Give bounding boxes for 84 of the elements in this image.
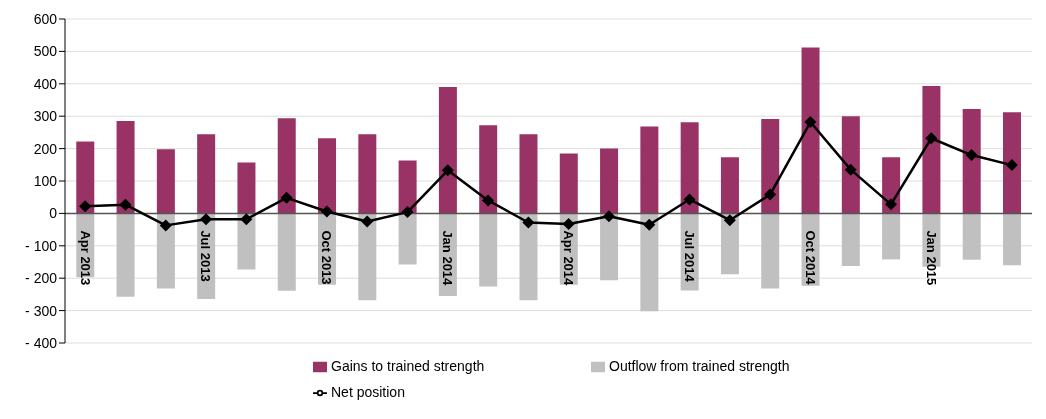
bar	[962, 109, 981, 214]
x-tick-label: Apr 2014	[561, 230, 577, 287]
legend-label: Gains to trained strength	[331, 357, 486, 376]
bar	[841, 116, 860, 214]
x-tick-label: Jan 2015	[923, 230, 939, 286]
y-tick-label: 300	[33, 108, 58, 125]
bar	[237, 162, 256, 214]
bar	[519, 134, 538, 214]
point	[925, 132, 938, 145]
bar	[640, 213, 659, 312]
x-tick-label: Oct 2014	[802, 230, 818, 286]
point	[1005, 159, 1018, 172]
legend-label: Outflow from trained strength	[609, 357, 791, 376]
bar	[277, 213, 296, 291]
point	[119, 198, 132, 211]
y-tick-label: - 200	[25, 270, 58, 287]
x-tick-label: Oct 2013	[319, 230, 335, 285]
bar	[438, 87, 457, 214]
bar	[479, 125, 498, 214]
y-tick-label: - 100	[25, 237, 58, 254]
point	[482, 194, 495, 207]
y-tick-label: 100	[33, 172, 58, 189]
y-tick-label: 200	[33, 140, 58, 157]
bar	[559, 153, 578, 214]
bar	[600, 213, 619, 281]
point	[602, 210, 615, 223]
point	[965, 149, 978, 162]
point	[280, 191, 293, 204]
point	[441, 164, 454, 177]
bar	[761, 119, 780, 214]
point	[884, 198, 897, 211]
x-tick-label: Jan 2014	[440, 230, 456, 287]
bar	[720, 213, 739, 275]
bar	[398, 160, 417, 214]
bar	[761, 213, 780, 289]
y-tick-label: 400	[33, 75, 58, 92]
bar	[640, 126, 659, 214]
bar	[237, 213, 256, 270]
bar	[358, 213, 377, 301]
bar	[318, 138, 337, 214]
point	[643, 218, 656, 231]
y-tick-label: 600	[33, 10, 58, 27]
bar	[882, 213, 901, 260]
bar	[277, 118, 296, 214]
point	[79, 200, 92, 213]
bar	[358, 134, 377, 214]
point	[804, 116, 817, 129]
point	[240, 213, 253, 226]
bar	[156, 149, 175, 214]
y-tick-label: 0	[49, 205, 58, 222]
y-tick-label: - 300	[25, 302, 58, 319]
bar	[197, 134, 216, 214]
y-tick-label: - 400	[25, 334, 58, 351]
bar	[1002, 112, 1021, 214]
bar	[922, 86, 941, 214]
bar	[116, 121, 135, 214]
bar	[1002, 213, 1021, 266]
bar	[519, 213, 538, 301]
x-tick-label: Jul 2014	[681, 230, 697, 283]
bar	[116, 213, 135, 297]
point	[562, 218, 575, 231]
x-tick-label: Apr 2013	[77, 230, 93, 286]
point	[522, 216, 535, 229]
point	[764, 188, 777, 201]
point	[361, 215, 374, 228]
point	[844, 163, 857, 176]
bar	[600, 148, 619, 214]
point	[401, 206, 414, 219]
y-tick-label: 500	[33, 43, 58, 60]
bar	[398, 213, 417, 265]
bar	[156, 213, 175, 289]
point	[320, 205, 333, 218]
bar	[680, 122, 699, 214]
point	[723, 214, 736, 227]
point	[159, 219, 172, 232]
bar	[76, 141, 95, 214]
bar	[841, 213, 860, 266]
bar	[801, 47, 820, 214]
bar	[479, 213, 498, 287]
bar	[720, 157, 739, 214]
point	[683, 193, 696, 206]
x-tick-label: Jul 2013	[198, 230, 214, 282]
legend-label: Net position	[331, 383, 406, 402]
bar	[962, 213, 981, 260]
